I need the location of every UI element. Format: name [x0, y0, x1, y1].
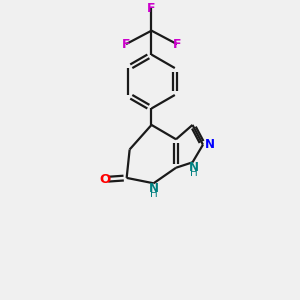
Text: N: N	[189, 161, 199, 174]
Text: O: O	[100, 173, 111, 186]
Text: H: H	[190, 168, 198, 178]
Text: N: N	[148, 182, 159, 195]
Text: N: N	[205, 138, 214, 151]
Text: H: H	[150, 189, 158, 199]
Text: F: F	[173, 38, 181, 51]
Text: F: F	[147, 2, 156, 15]
Text: F: F	[122, 38, 130, 51]
